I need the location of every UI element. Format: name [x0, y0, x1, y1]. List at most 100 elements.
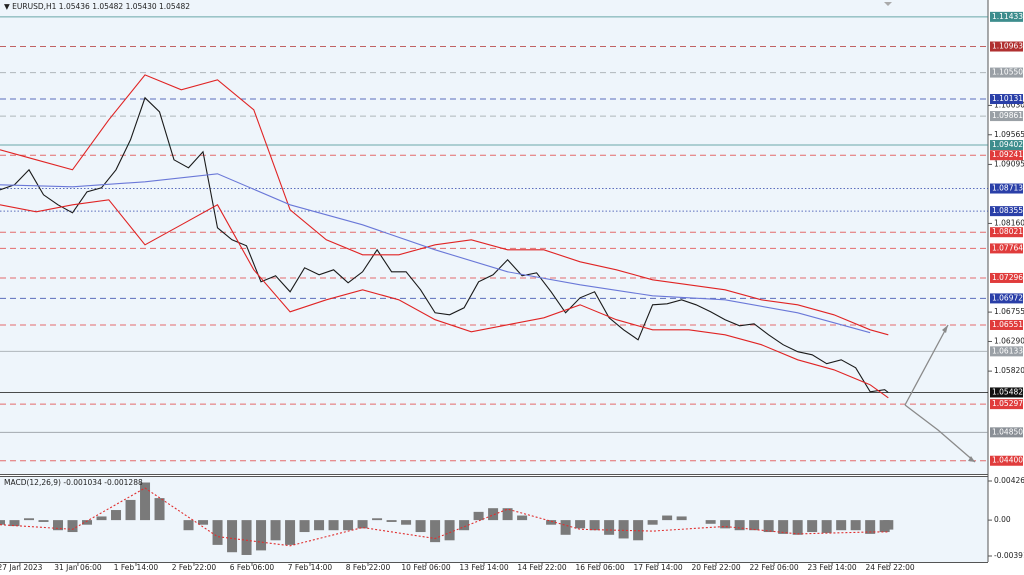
series-line: [0, 199, 889, 399]
level-label: 1.10963: [992, 42, 1023, 51]
level-label: 1.09402: [992, 140, 1023, 149]
level-tag: [990, 206, 1023, 217]
symbol-header: ▼ EURUSD,H1 1.05436 1.05482 1.05430 1.05…: [4, 2, 190, 11]
x-tick-label: 1 Feb 14:00: [114, 563, 159, 572]
macd-bar: [575, 520, 586, 529]
macd-bar: [604, 520, 615, 535]
projection-arrow: [904, 404, 976, 463]
macd-bar: [850, 520, 861, 531]
macd-bar: [401, 520, 412, 525]
series-line: [0, 487, 889, 547]
macd-bar: [270, 520, 281, 541]
macd-bar: [589, 520, 600, 531]
series-line: [0, 173, 871, 334]
macd-label: MACD(12,26,9) -0.001034 -0.001288: [4, 478, 143, 487]
level-label: 1.07764: [992, 243, 1023, 252]
arrow-head: [942, 325, 948, 333]
level-label: 1.06133: [992, 346, 1023, 355]
y-tick-label: 1.10030: [994, 100, 1024, 109]
x-tick-label: 17 Feb 14:00: [633, 563, 682, 572]
y-tick-label: 1.08160: [994, 218, 1024, 227]
x-tick-label: 7 Feb 14:00: [288, 563, 333, 572]
x-tick-label: 22 Feb 06:00: [749, 563, 798, 572]
level-label: 1.08355: [992, 206, 1023, 215]
level-label: 1.07296: [992, 273, 1023, 282]
arrow-head: [968, 456, 975, 462]
level-tag: [990, 94, 1023, 105]
macd-bar: [647, 520, 658, 525]
macd-bar: [386, 520, 397, 522]
level-tag: [990, 346, 1023, 357]
macd-bar: [705, 520, 716, 524]
macd-bar: [792, 520, 803, 535]
level-label: 1.04400: [992, 456, 1023, 465]
level-label: 1.08713: [992, 184, 1023, 193]
macd-bar: [328, 520, 339, 531]
macd-bar: [343, 520, 354, 531]
macd-bar: [256, 520, 267, 551]
macd-bar: [227, 520, 238, 553]
y-tick-label: 0.00: [994, 515, 1011, 524]
level-tag: [990, 387, 1023, 398]
price-panel: [0, 0, 988, 474]
level-tag: [990, 427, 1023, 438]
x-tick-label: 10 Feb 06:00: [401, 563, 450, 572]
macd-bar: [314, 520, 325, 531]
x-tick-label: 20 Feb 22:00: [691, 563, 740, 572]
level-label: 1.09241: [992, 150, 1023, 159]
x-tick-label: 23 Feb 14:00: [807, 563, 856, 572]
level-tag: [990, 140, 1023, 151]
level-tag: [990, 272, 1023, 283]
level-tag: [990, 111, 1023, 122]
macd-bar: [415, 520, 426, 533]
macd-bar: [502, 508, 513, 521]
macd-bar: [24, 518, 35, 521]
macd-bar: [96, 516, 107, 521]
macd-bar: [82, 520, 93, 525]
macd-bar: [560, 520, 571, 535]
series-line: [0, 74, 889, 336]
y-tick-label: -0.003912: [994, 551, 1024, 560]
scroll-marker: [884, 2, 892, 6]
x-tick-label: 24 Feb 22:00: [865, 563, 914, 572]
y-tick-label: 1.05820: [994, 366, 1024, 375]
level-tag: [990, 319, 1023, 330]
macd-bar: [285, 520, 296, 545]
y-tick-label: 0.004265: [994, 476, 1024, 485]
level-label: 1.04850: [992, 427, 1023, 436]
level-label: 1.06551: [992, 320, 1023, 329]
level-tag: [990, 227, 1023, 238]
macd-bar: [778, 520, 789, 534]
y-tick-label: 1.06755: [994, 307, 1024, 316]
y-tick-label: 1.06290: [994, 336, 1024, 345]
macd-bar: [125, 499, 136, 521]
macd-bar: [241, 520, 252, 555]
level-label: 1.10131: [992, 94, 1023, 103]
projection-arrow: [904, 324, 949, 406]
macd-bar: [111, 510, 122, 521]
x-tick-label: 31 Jan 06:00: [54, 563, 102, 572]
macd-bar: [546, 520, 557, 525]
macd-bar: [517, 515, 528, 521]
level-tag: [990, 183, 1023, 194]
macd-bar: [807, 520, 818, 533]
macd-value: -0.001034: [63, 478, 102, 487]
level-label: 1.06972: [992, 293, 1023, 302]
macd-bar: [488, 508, 499, 521]
x-tick-label: 13 Feb 14:00: [459, 563, 508, 572]
macd-bar: [444, 520, 455, 541]
x-tick-label: 8 Feb 22:00: [346, 563, 391, 572]
x-tick-label: 16 Feb 06:00: [575, 563, 624, 572]
x-tick-label: 14 Feb 22:00: [517, 563, 566, 572]
macd-bar: [720, 520, 731, 529]
macd-bar: [763, 520, 774, 533]
macd-bar: [734, 520, 745, 531]
macd-bar: [662, 515, 673, 521]
level-tag: [990, 11, 1023, 22]
x-tick-label: 2 Feb 22:00: [172, 563, 217, 572]
macd-title: MACD(12,26,9): [4, 478, 61, 487]
macd-bar: [459, 520, 470, 531]
x-tick-label: 27 Jan 2023: [0, 563, 43, 572]
